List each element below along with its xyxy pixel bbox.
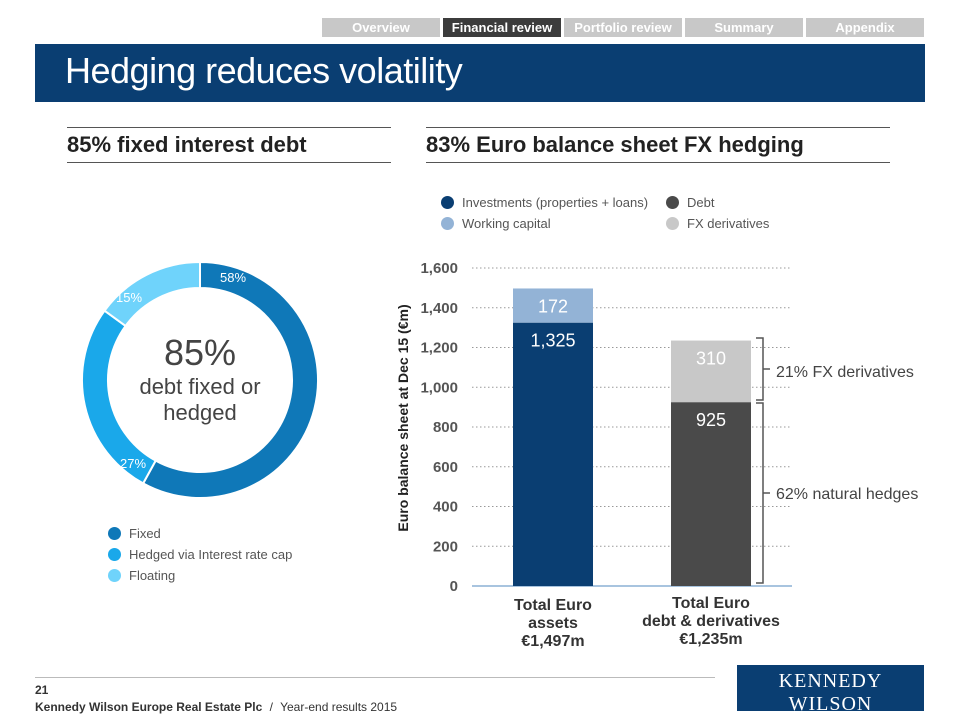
donut-slice-fixed [141, 260, 319, 499]
legend-floating: Floating [108, 568, 175, 583]
donut-labels: 58% 27% 15% [116, 270, 246, 471]
x-category-label: debt & derivatives [642, 613, 780, 630]
y-tick-label: 200 [433, 538, 458, 555]
tab-portfolio-review[interactable]: Portfolio review [564, 18, 682, 37]
donut-slice-label: 15% [116, 290, 142, 305]
donut-slice-floating [103, 260, 201, 328]
x-category-label: Total Euro [672, 595, 750, 612]
y-tick-label: 400 [433, 499, 458, 516]
page-number: 21 [35, 683, 49, 697]
donut-center-value: 85% [163, 332, 237, 373]
brace-natural [756, 402, 764, 584]
legend-fixed-swatch [108, 527, 121, 540]
bar-segment-fx-derivatives [671, 340, 751, 403]
tab-financial-review[interactable]: Financial review [443, 18, 561, 37]
legend-investments-label: Investments (properties + loans) [462, 195, 649, 210]
x-category-label: assets [528, 615, 578, 632]
bar-value-label: 1,325 [530, 331, 575, 351]
x-category-label: Total Euro [514, 597, 592, 614]
donut-slice-label: 27% [120, 456, 146, 471]
y-tick-label: 600 [433, 459, 458, 476]
legend-working-capital: Working capital [441, 216, 551, 231]
legend-debt-label: Debt [687, 195, 715, 210]
logo-sub-text: EUROPE REAL ESTATE PLC [737, 717, 924, 727]
legend-fx-derivatives-label: FX derivatives [687, 216, 770, 231]
x-category-label: €1,235m [679, 631, 742, 648]
page-title: Hedging reduces volatility [65, 50, 463, 91]
legend-fixed: Fixed [108, 526, 161, 541]
footer-doc: Year-end results 2015 [280, 700, 398, 714]
y-tick-label: 0 [450, 578, 458, 595]
legend-working-capital-swatch [441, 217, 454, 230]
y-tick-label: 1,000 [420, 379, 458, 396]
footer-company: Kennedy Wilson Europe Real Estate Plc [35, 700, 263, 714]
legend-debt-swatch [666, 196, 679, 209]
legend-hedged-swatch [108, 548, 121, 561]
y-tick-label: 1,200 [420, 340, 458, 357]
donut-chart: 58% 27% 15% [81, 260, 319, 499]
donut-slices [81, 260, 319, 499]
bar-value-label: 310 [696, 349, 726, 369]
bar-y-axis-label: Euro balance sheet at Dec 15 (€m) [395, 304, 411, 531]
bar-segment-debt [671, 402, 751, 586]
title-bar: Hedging reduces volatility [35, 44, 925, 102]
legend-debt: Debt [666, 195, 714, 210]
donut-slice-label: 58% [220, 270, 246, 285]
y-tick-label: 1,400 [420, 300, 458, 317]
legend-working-capital-label: Working capital [462, 216, 551, 231]
bar-segment-working-capital [513, 288, 593, 323]
legend-investments-swatch [441, 196, 454, 209]
y-tick-label: 800 [433, 419, 458, 436]
legend-fx-derivatives-swatch [666, 217, 679, 230]
logo-main-text: KENNEDY WILSON [778, 670, 883, 715]
tab-overview[interactable]: Overview [322, 18, 440, 37]
donut-center: 85% debt fixed or hedged [100, 332, 300, 426]
legend-hedged: Hedged via Interest rate cap [108, 547, 292, 562]
legend-fx-derivatives: FX derivatives [666, 216, 769, 231]
footer-divider [35, 677, 715, 678]
tab-summary[interactable]: Summary [685, 18, 803, 37]
legend-floating-label: Floating [129, 568, 176, 583]
donut-center-line1: debt fixed or [139, 374, 261, 399]
footer-text: Kennedy Wilson Europe Real Estate Plc / … [35, 700, 397, 714]
brace-fx-label: 21% FX derivatives [776, 364, 914, 381]
bar-rects: 1,325 172 925 310 [513, 288, 751, 586]
right-section-heading: 83% Euro balance sheet FX hedging [426, 127, 890, 163]
brace-natural-label: 62% natural hedges [776, 486, 918, 503]
legend-hedged-label: Hedged via Interest rate cap [129, 547, 293, 562]
legend-floating-swatch [108, 569, 121, 582]
donut-center-line2: hedged [163, 400, 237, 425]
bar-value-label: 172 [538, 296, 568, 316]
x-category-label: €1,497m [521, 633, 584, 650]
footer-separator: / [269, 700, 273, 714]
legend-investments: Investments (properties + loans) [441, 195, 648, 210]
y-tick-label: 1,600 [420, 260, 458, 277]
bar-ticks: 0 200 400 600 800 1,000 1,200 1,400 1,600 [420, 260, 458, 595]
bar-value-label: 925 [696, 410, 726, 430]
left-section-heading: 85% fixed interest debt [67, 127, 391, 163]
tab-appendix[interactable]: Appendix [806, 18, 924, 37]
company-logo: KENNEDY WILSON EUROPE REAL ESTATE PLC [737, 665, 924, 727]
legend-fixed-label: Fixed [129, 526, 161, 541]
section-nav: Overview Financial review Portfolio revi… [322, 18, 924, 37]
bar-segment-investments-properties-loans- [513, 322, 593, 586]
